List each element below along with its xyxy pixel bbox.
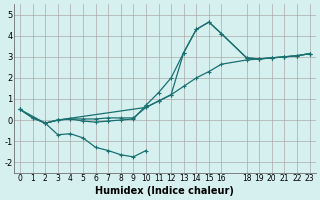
X-axis label: Humidex (Indice chaleur): Humidex (Indice chaleur): [95, 186, 234, 196]
